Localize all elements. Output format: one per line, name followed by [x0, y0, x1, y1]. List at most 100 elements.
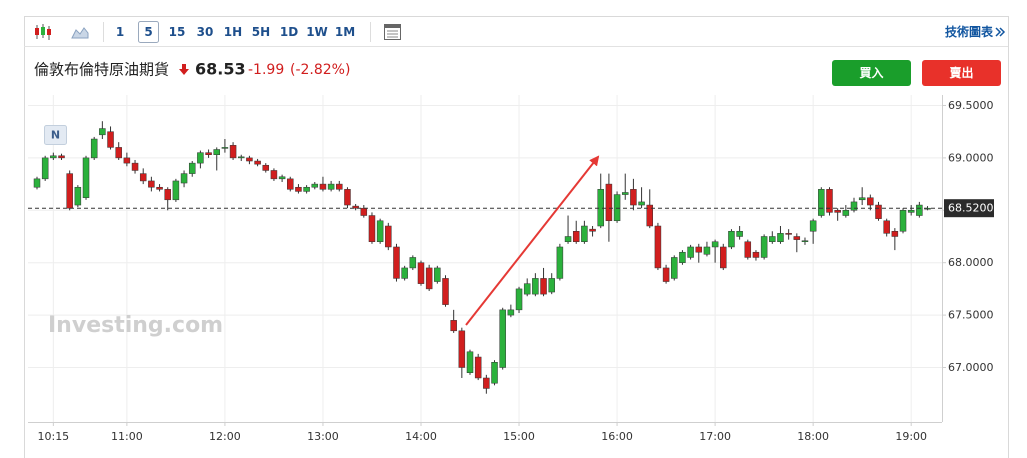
candle-body [254, 160, 261, 165]
candle-body [336, 183, 343, 190]
candle-body [442, 278, 449, 305]
x-tick-label: 17:00 [699, 430, 731, 443]
candle-body [703, 246, 711, 255]
candle-body [556, 246, 564, 279]
candle-body [458, 330, 466, 368]
candle-body [401, 267, 408, 279]
candle-body [662, 267, 670, 282]
candle-body [605, 183, 613, 222]
candle-body [180, 173, 188, 184]
candle-body [597, 189, 604, 227]
candle-body [303, 186, 310, 192]
candle-body [826, 189, 833, 213]
interval-button[interactable]: 30 [197, 25, 214, 39]
candle-body [532, 278, 539, 295]
candle-body [409, 257, 417, 269]
link-icon[interactable] [995, 27, 1006, 37]
candle-body [630, 189, 637, 206]
candle-icon[interactable] [35, 24, 51, 40]
candle-body [711, 241, 719, 248]
marker-box[interactable] [44, 125, 67, 145]
candle-body [728, 231, 735, 248]
candle-body [278, 176, 286, 180]
candle-body [246, 157, 253, 162]
candle-body [213, 149, 220, 155]
interval-button[interactable]: 1D [280, 25, 298, 39]
candle-body [687, 246, 694, 258]
candle-body [262, 164, 270, 171]
candle-body [793, 236, 801, 240]
candle-body [123, 157, 131, 164]
candle-body [572, 231, 580, 242]
candle-body [695, 246, 703, 253]
x-tick-label: 16:00 [601, 430, 633, 443]
technical-chart-link[interactable]: 技術圖表 [945, 24, 994, 39]
candle-body [834, 210, 841, 213]
candle-body [564, 236, 572, 242]
candle-body [646, 204, 653, 227]
candle-body [90, 138, 98, 159]
buy-button[interactable] [832, 60, 911, 86]
candle-body [287, 178, 294, 190]
candle-body [82, 157, 90, 198]
x-tick-label: 19:00 [895, 430, 927, 443]
candle-body [679, 251, 686, 263]
candle-body [99, 128, 106, 136]
y-tick-label: 69.5000 [948, 99, 994, 112]
candle-body [858, 197, 866, 201]
candle-body [654, 225, 662, 269]
candle-body [425, 267, 433, 290]
down-arrow [179, 64, 189, 75]
buy-button-label[interactable]: 買入 [859, 66, 883, 80]
marker-label[interactable]: N [51, 129, 60, 142]
candle-body [450, 320, 457, 332]
interval-button[interactable]: 1 [116, 25, 124, 39]
candle-body [621, 192, 629, 195]
candle-body [638, 201, 645, 206]
x-tick-label: 18:00 [797, 430, 829, 443]
sell-button-label[interactable]: 賣出 [948, 65, 973, 80]
candle-body [164, 189, 171, 201]
candle-body [769, 236, 776, 242]
candle-body [360, 207, 368, 216]
candle-body [752, 251, 760, 258]
x-tick-label: 11:00 [111, 430, 143, 443]
interval-button[interactable]: 1W [306, 25, 328, 39]
sell-button[interactable] [922, 60, 1001, 86]
candle-body [720, 246, 727, 269]
instrument-price: 68.53 [195, 60, 246, 79]
x-tick-label: 12:00 [209, 430, 241, 443]
last-price-label: 68.5200 [948, 202, 994, 215]
candle-body [540, 278, 547, 295]
table-icon[interactable] [384, 24, 401, 40]
candle-body [368, 215, 376, 242]
candle-body [883, 220, 890, 234]
candle-body [466, 351, 474, 373]
candle-body [221, 147, 229, 149]
candle-body [760, 236, 768, 258]
candle-body [172, 180, 180, 201]
area-icon[interactable] [71, 27, 89, 39]
candle-body [491, 362, 498, 384]
x-tick-label: 10:15 [37, 430, 69, 443]
candle-body [148, 180, 155, 188]
candle-body [156, 186, 163, 190]
candle-body [229, 145, 237, 159]
price-change-percent: (-2.82%) [290, 62, 350, 78]
interval-button[interactable]: 1H [224, 25, 242, 39]
candle-body [515, 288, 523, 311]
interval-button[interactable]: 5 [144, 25, 152, 39]
watermark: Investing.com [48, 313, 223, 338]
interval-button[interactable]: 15 [169, 25, 186, 39]
x-tick-label: 13:00 [307, 430, 339, 443]
candle-body [507, 309, 515, 316]
price-change: -1.99 [248, 62, 284, 78]
frame [24, 16, 1009, 458]
candle-body [916, 204, 923, 216]
candle-body [613, 194, 621, 222]
candle-body [581, 225, 588, 242]
interval-button[interactable]: 1M [335, 25, 355, 39]
interval-button[interactable]: 5H [252, 25, 270, 39]
candle-body [671, 257, 678, 279]
candle-body [385, 225, 392, 248]
